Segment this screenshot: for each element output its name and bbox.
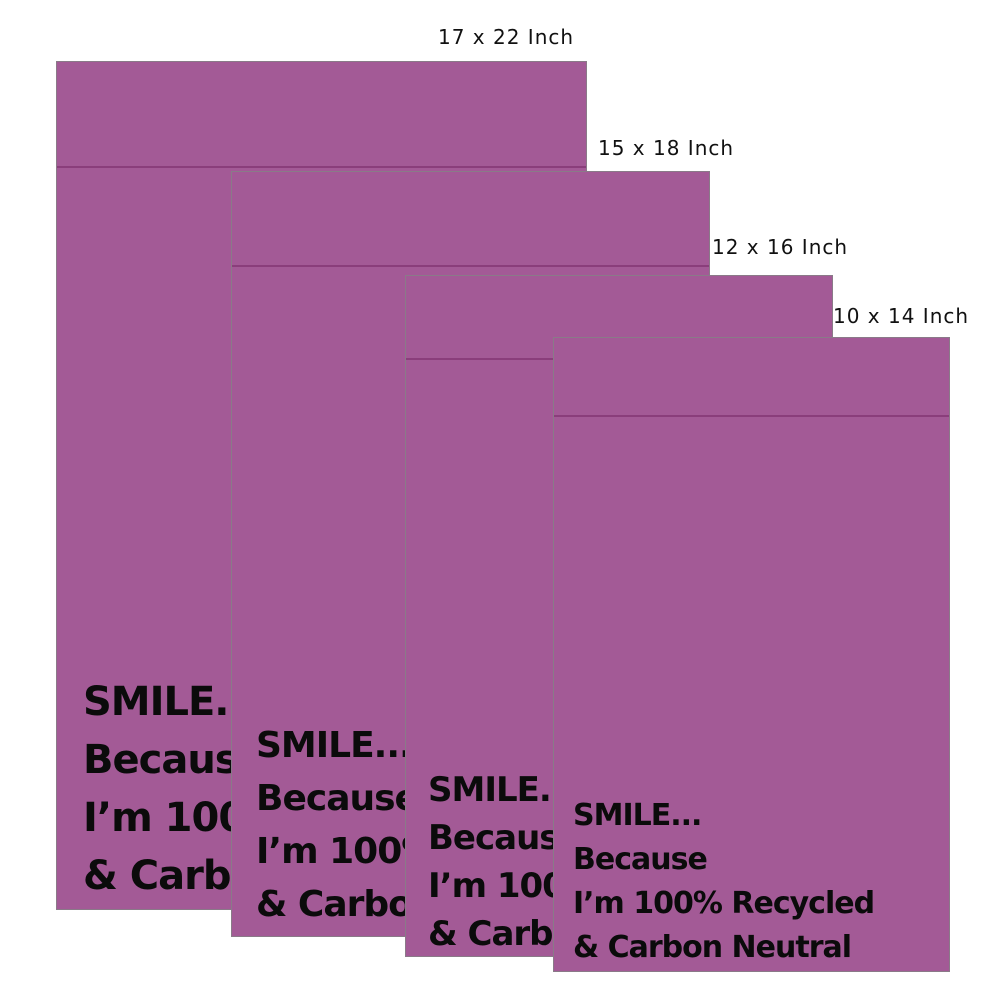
slogan-line: Because [573,842,708,877]
slogan-line: I’m 100% Recycled [573,886,875,921]
slogan-line: & Carbon Neutral [573,930,852,965]
slogan-line: SMILE... [573,798,702,833]
size-label: 10 x 14 Inch [833,304,970,328]
flap-line [57,166,586,168]
size-label: 17 x 22 Inch [438,25,575,49]
flap-line [232,265,709,267]
slogan-line: SMILE... [428,770,576,810]
mailer-bag: SMILE... Because I’m 100% Recycled & Carbon… [553,337,950,972]
size-label: 15 x 18 Inch [598,136,735,160]
flap-line [554,415,949,417]
slogan-line: SMILE... [83,679,258,725]
slogan-line: SMILE... [256,725,413,766]
slogan-line: Because [256,778,419,819]
size-label: 12 x 16 Inch [712,235,849,259]
